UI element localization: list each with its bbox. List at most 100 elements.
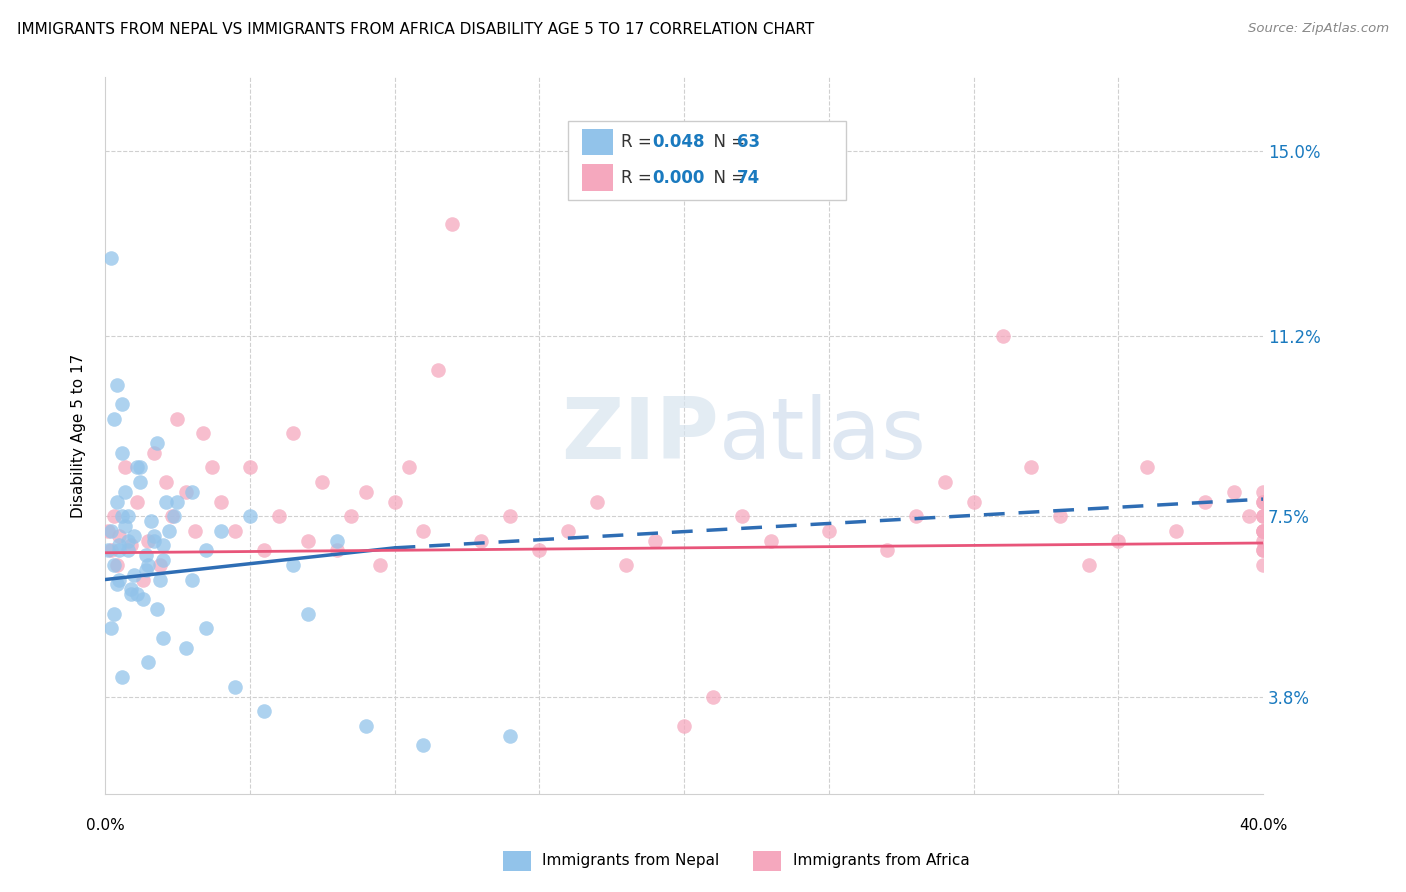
Point [614, 558, 637, 572]
Point [529, 543, 551, 558]
Point [325, 533, 347, 548]
Point [673, 719, 696, 733]
Point [117, 543, 139, 558]
Point [108, 573, 131, 587]
Point [283, 426, 305, 441]
Point [499, 509, 522, 524]
Point [128, 460, 150, 475]
Point [117, 533, 139, 548]
Point [209, 524, 232, 538]
Point [128, 475, 150, 489]
Point [143, 533, 166, 548]
Point [157, 524, 180, 538]
Point [120, 582, 142, 597]
Point [166, 494, 188, 508]
Point [991, 328, 1014, 343]
Point [283, 558, 305, 572]
Point [105, 558, 128, 572]
Point [384, 494, 406, 508]
Point [1251, 484, 1274, 499]
Point [1021, 460, 1043, 475]
Point [224, 524, 246, 538]
Y-axis label: Disability Age 5 to 17: Disability Age 5 to 17 [72, 353, 86, 518]
Point [180, 484, 202, 499]
Point [103, 509, 125, 524]
Point [876, 543, 898, 558]
Text: R =: R = [621, 169, 658, 186]
Point [412, 739, 434, 753]
Point [105, 577, 128, 591]
Text: 74: 74 [737, 169, 761, 186]
Point [141, 514, 163, 528]
Point [1251, 524, 1274, 538]
Point [817, 524, 839, 538]
Point [108, 538, 131, 552]
Text: Immigrants from Africa: Immigrants from Africa [793, 854, 969, 868]
Point [152, 553, 174, 567]
Point [117, 509, 139, 524]
Point [155, 494, 177, 508]
Point [209, 494, 232, 508]
Point [184, 524, 207, 538]
Point [108, 543, 131, 558]
Point [100, 621, 122, 635]
Text: N =: N = [703, 133, 751, 151]
Point [146, 602, 169, 616]
Point [111, 446, 134, 460]
Point [962, 494, 984, 508]
Point [297, 533, 319, 548]
Point [122, 529, 145, 543]
Point [120, 587, 142, 601]
Point [111, 397, 134, 411]
Point [125, 460, 148, 475]
Text: IMMIGRANTS FROM NEPAL VS IMMIGRANTS FROM AFRICA DISABILITY AGE 5 TO 17 CORRELATI: IMMIGRANTS FROM NEPAL VS IMMIGRANTS FROM… [17, 22, 814, 37]
Text: 0.048: 0.048 [652, 133, 704, 151]
Point [1166, 524, 1188, 538]
Point [114, 484, 136, 499]
Point [135, 563, 157, 577]
Point [253, 704, 276, 718]
Text: Immigrants from Nepal: Immigrants from Nepal [543, 854, 720, 868]
Point [1194, 494, 1216, 508]
Point [557, 524, 579, 538]
Point [146, 436, 169, 450]
Point [731, 509, 754, 524]
Point [759, 533, 782, 548]
Point [125, 587, 148, 601]
Point [163, 509, 186, 524]
Point [174, 484, 197, 499]
Point [1251, 509, 1274, 524]
Point [97, 543, 120, 558]
Point [103, 411, 125, 425]
Point [224, 680, 246, 694]
Point [354, 484, 377, 499]
Point [297, 607, 319, 621]
Point [311, 475, 333, 489]
Point [586, 494, 609, 508]
Point [138, 558, 160, 572]
Point [122, 567, 145, 582]
Point [934, 475, 956, 489]
Point [470, 533, 492, 548]
Point [354, 719, 377, 733]
Point [105, 377, 128, 392]
Point [111, 509, 134, 524]
Text: 63: 63 [737, 133, 759, 151]
Point [166, 411, 188, 425]
Point [702, 690, 724, 704]
Point [441, 217, 464, 231]
Point [644, 533, 666, 548]
Point [143, 529, 166, 543]
Point [1078, 558, 1101, 572]
Point [426, 363, 449, 377]
Point [1049, 509, 1071, 524]
Point [1107, 533, 1129, 548]
Point [1136, 460, 1159, 475]
Point [1251, 533, 1274, 548]
Point [1251, 494, 1274, 508]
Text: N =: N = [703, 169, 751, 186]
Point [267, 509, 290, 524]
Point [412, 524, 434, 538]
Point [125, 494, 148, 508]
Point [131, 592, 153, 607]
